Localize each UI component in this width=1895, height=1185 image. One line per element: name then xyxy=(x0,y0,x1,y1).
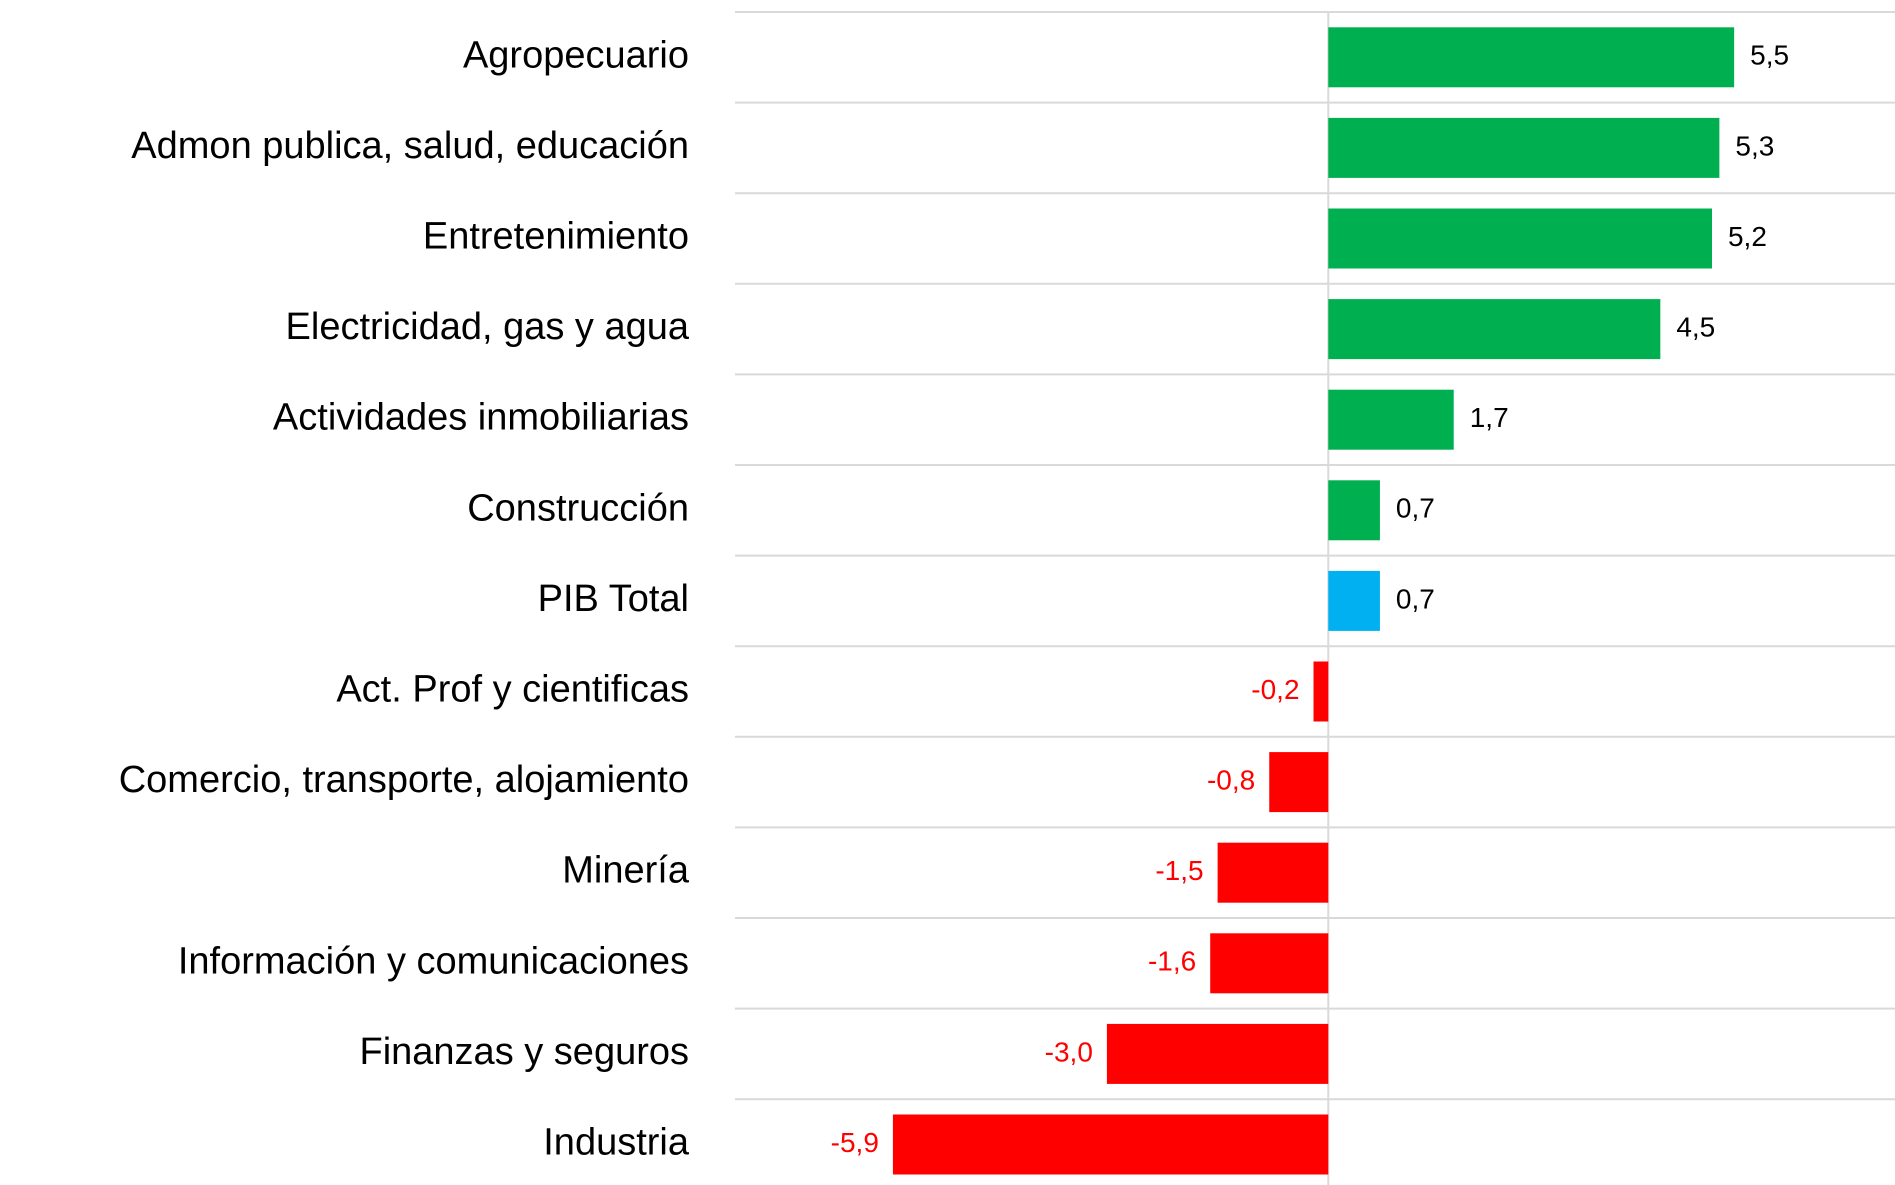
category-label: Admon publica, salud, educación xyxy=(131,125,689,167)
data-label: -0,8 xyxy=(1207,764,1255,795)
bar xyxy=(1106,1023,1329,1084)
category-label: Minería xyxy=(562,850,690,892)
bar xyxy=(1217,842,1329,903)
bar xyxy=(1328,299,1661,360)
data-label: -1,6 xyxy=(1148,946,1196,977)
data-label: -0,2 xyxy=(1251,674,1299,705)
bar xyxy=(1328,117,1720,178)
bar xyxy=(1210,933,1329,994)
bar xyxy=(1328,570,1380,631)
category-label: Act. Prof y cientificas xyxy=(336,669,689,711)
bar xyxy=(1269,752,1329,813)
data-label: 0,7 xyxy=(1396,493,1435,524)
category-label: Comercio, transporte, alojamiento xyxy=(119,759,689,801)
bar xyxy=(1328,389,1454,450)
data-label: -1,5 xyxy=(1155,855,1203,886)
bar xyxy=(1328,480,1380,541)
bar xyxy=(1313,661,1329,722)
category-label: Entretenimiento xyxy=(423,216,689,258)
bar xyxy=(1328,208,1712,269)
bar xyxy=(892,1114,1329,1175)
category-label: Finanzas y seguros xyxy=(360,1031,690,1073)
category-label: Construcción xyxy=(467,487,689,529)
data-label: 5,2 xyxy=(1728,221,1767,252)
data-label: -3,0 xyxy=(1045,1036,1093,1067)
data-label: 5,3 xyxy=(1735,130,1774,161)
data-label: 1,7 xyxy=(1470,402,1509,433)
category-label: Información y comunicaciones xyxy=(178,940,689,982)
category-label: PIB Total xyxy=(538,578,689,620)
data-label: 4,5 xyxy=(1676,311,1715,342)
data-label: 0,7 xyxy=(1396,583,1435,614)
bar xyxy=(1328,27,1735,88)
category-label: Actividades inmobiliarias xyxy=(273,397,689,439)
category-label: Industria xyxy=(543,1122,690,1164)
category-label: Agropecuario xyxy=(463,34,689,76)
data-label: 5,5 xyxy=(1750,40,1789,71)
category-label: Electricidad, gas y agua xyxy=(286,306,690,348)
data-label: -5,9 xyxy=(831,1127,879,1158)
